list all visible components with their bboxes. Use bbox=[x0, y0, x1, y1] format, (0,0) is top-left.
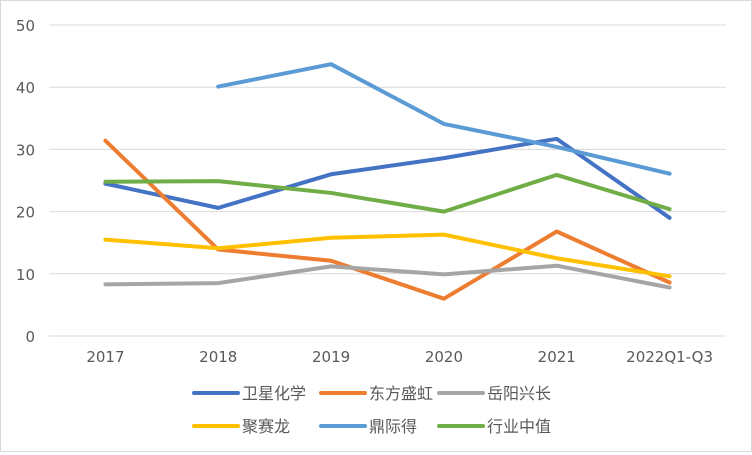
legend-label: 卫星化学 bbox=[242, 384, 306, 403]
x-tick-label: 2021 bbox=[538, 348, 576, 366]
x-tick-label: 2020 bbox=[425, 348, 463, 366]
y-tick-label: 30 bbox=[16, 141, 35, 159]
series-lines bbox=[103, 62, 672, 301]
x-tick-label: 2022Q1-Q3 bbox=[626, 348, 713, 366]
series-line-2 bbox=[103, 263, 672, 290]
series-line-3 bbox=[103, 232, 672, 279]
y-axis: 0 10 20 30 40 50 bbox=[16, 17, 35, 346]
x-tick-label: 2018 bbox=[199, 348, 237, 366]
series-line-4 bbox=[216, 62, 672, 176]
legend-label: 东方盛虹 bbox=[369, 384, 433, 403]
y-tick-label: 40 bbox=[16, 79, 35, 97]
legend-label: 行业中值 bbox=[487, 417, 551, 436]
x-tick-label: 2019 bbox=[312, 348, 350, 366]
x-tick-label: 2017 bbox=[86, 348, 124, 366]
series-line-5 bbox=[103, 172, 672, 214]
legend-label: 岳阳兴长 bbox=[487, 384, 551, 403]
legend-label: 聚赛龙 bbox=[242, 417, 290, 436]
series-line-0 bbox=[103, 136, 672, 220]
gridlines bbox=[49, 24, 726, 337]
series-line-1 bbox=[103, 138, 672, 301]
y-tick-label: 20 bbox=[16, 204, 35, 222]
y-tick-label: 0 bbox=[25, 328, 35, 346]
y-tick-label: 10 bbox=[16, 266, 35, 284]
legend-label: 鼎际得 bbox=[369, 417, 417, 436]
x-axis: 2017 2018 2019 2020 2021 2022Q1-Q3 bbox=[86, 348, 713, 366]
y-tick-label: 50 bbox=[16, 17, 35, 35]
